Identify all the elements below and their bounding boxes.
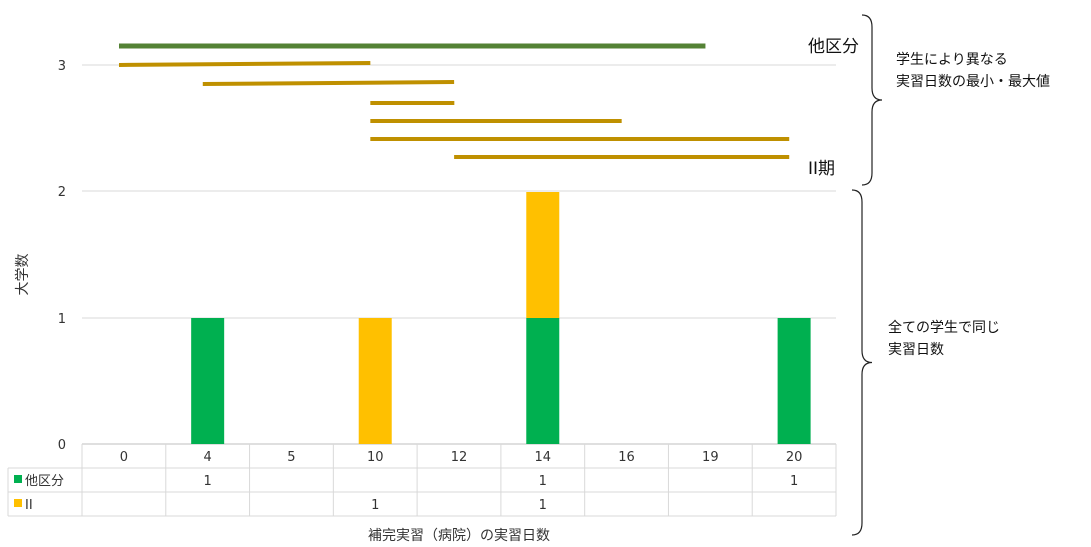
x-axis-label: 補完実習（病院）の実習日数 xyxy=(368,528,550,544)
x-tick-label: 12 xyxy=(451,450,468,465)
brace-same xyxy=(852,190,872,535)
y-tick-label: 2 xyxy=(58,185,66,200)
x-tick-label: 10 xyxy=(367,450,384,465)
x-tick-label: 20 xyxy=(786,450,803,465)
bar-他区分 xyxy=(191,318,224,444)
range-line-II xyxy=(203,82,454,84)
x-tick-label: 14 xyxy=(535,450,552,465)
bar-他区分 xyxy=(526,318,559,444)
bar-II xyxy=(359,318,392,444)
y-tick-label: 3 xyxy=(58,59,66,74)
data-label: 1 xyxy=(790,474,798,489)
same-note-line2: 実習日数 xyxy=(888,340,944,360)
data-label: 1 xyxy=(204,474,212,489)
bar-II xyxy=(526,192,559,318)
x-tick-label: 4 xyxy=(204,450,212,465)
legend-key-II xyxy=(14,499,22,507)
data-label: 1 xyxy=(539,498,547,513)
same-note-line1: 全ての学生で同じ xyxy=(888,318,1000,338)
x-tick-label: 19 xyxy=(702,450,719,465)
legend-label: II xyxy=(25,498,33,513)
data-label: 1 xyxy=(539,474,547,489)
legend-label: 他区分 xyxy=(25,474,64,489)
legend-key-他区分 xyxy=(14,475,22,483)
y-tick-label: 0 xyxy=(58,438,66,453)
y-axis-label: 大学数 xyxy=(15,254,31,296)
bar-他区分 xyxy=(778,318,811,444)
range-line-II xyxy=(119,63,370,65)
x-tick-label: 5 xyxy=(287,450,295,465)
range-note-line1: 学生により異なる xyxy=(896,50,1008,70)
data-label: 1 xyxy=(371,498,379,513)
range-label-phase2: II期 xyxy=(808,159,835,179)
x-tick-label: 0 xyxy=(120,450,128,465)
y-tick-label: 1 xyxy=(58,312,66,327)
range-note-line2: 実習日数の最小・最大値 xyxy=(896,72,1050,92)
brace-range xyxy=(862,15,882,185)
range-label-other: 他区分 xyxy=(808,37,859,57)
x-tick-label: 16 xyxy=(618,450,635,465)
